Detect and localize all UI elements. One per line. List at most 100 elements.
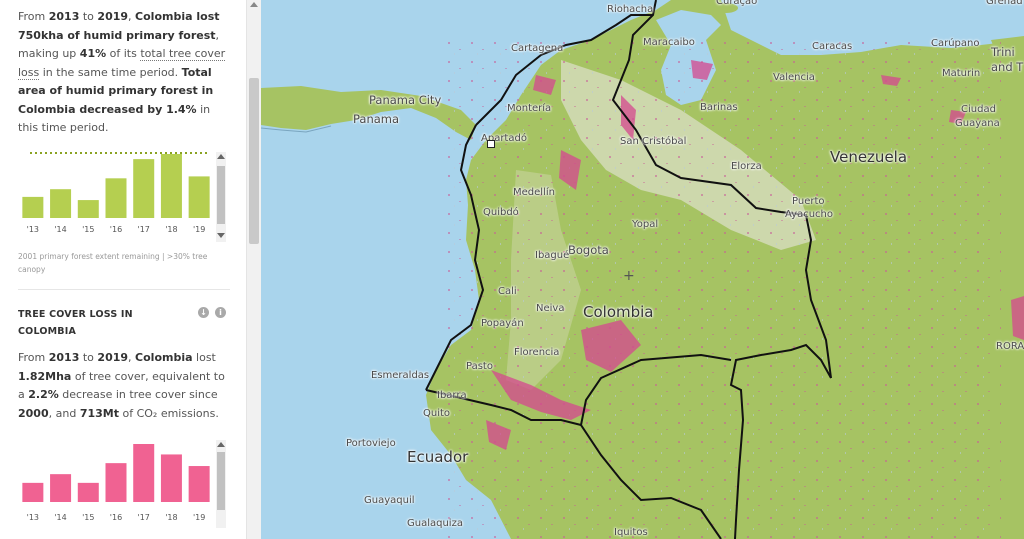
map-label-barinas: Barinas <box>700 102 738 113</box>
map-label-venezuela: Venezuela <box>830 148 908 166</box>
text-fragment: of its <box>106 47 141 60</box>
bar-'18[interactable] <box>160 154 182 218</box>
map-label-neiva: Neiva <box>536 303 565 314</box>
map-label-ciudad: Ciudad <box>961 104 996 115</box>
map-view[interactable]: Riohacha Curaçao Grenad Cartagena Maraca… <box>261 0 1024 539</box>
text-fragment: , making up <box>18 28 220 61</box>
map-label-guayana: Guayana <box>955 118 1000 129</box>
bar-'14[interactable] <box>50 189 72 218</box>
map-label-maturin: Maturin <box>942 68 981 79</box>
bar-'14[interactable] <box>50 474 72 502</box>
map-label-portoviejo: Portoviejo <box>346 438 396 449</box>
info-icon[interactable]: i <box>215 307 226 318</box>
text-fragment: From <box>18 10 49 23</box>
year-end: 2019 <box>97 10 129 23</box>
year-start: 2013 <box>48 351 80 364</box>
chart-scroll-thumb[interactable] <box>217 166 225 224</box>
total-tree-cover-loss-link[interactable]: total tree cover loss <box>18 47 226 80</box>
map-label-medellin: Medellín <box>513 187 555 198</box>
emissions-amount: 713Mt <box>79 406 119 420</box>
map-label-yopal: Yopal <box>632 219 659 230</box>
country-lost: Colombia lost <box>135 10 220 23</box>
primary-forest-loss-chart[interactable]: '13 '14 '15 '16 '17 '18 '19 <box>18 148 228 242</box>
map-label-apartado: Apartadó <box>481 133 527 144</box>
bar-'19[interactable] <box>188 466 210 502</box>
tick-label: '15 <box>82 513 95 522</box>
scroll-up-icon[interactable] <box>250 2 258 7</box>
map-label-maracaibo: Maracaibo <box>643 37 695 48</box>
map-label-quito: Quito <box>423 408 451 419</box>
map-label-florencia: Florencia <box>514 347 560 358</box>
text-fragment: , <box>128 10 136 23</box>
map-label-panama-city: Panama City <box>369 93 442 107</box>
text-fragment: From <box>18 351 49 364</box>
bar-'18[interactable] <box>160 454 182 502</box>
chart-scroll-up-icon[interactable] <box>217 442 225 447</box>
map-label-riohacha: Riohacha <box>607 4 654 15</box>
chart-scroll-down-icon[interactable] <box>217 233 225 238</box>
tree-loss-amount: 1.82Mha <box>18 369 72 383</box>
map-label-iquitos: Iquitos <box>614 527 648 538</box>
tick-label: '16 <box>109 513 123 522</box>
bar-'16[interactable] <box>105 463 127 502</box>
since-year: 2000 <box>18 406 49 420</box>
bar-'19[interactable] <box>188 176 210 218</box>
colombia-ecuador-border <box>425 389 582 426</box>
map-label-colombia: Colombia <box>583 303 654 321</box>
panama-isthmus <box>261 86 476 140</box>
text-fragment: lost <box>192 351 216 364</box>
map-label-curacao: Curaçao <box>716 0 758 7</box>
colombia-coast-north <box>475 14 653 126</box>
country-name: Colombia <box>135 351 193 364</box>
tree-cover-loss-summary: From 2013 to 2019, Colombia lost 1.82Mha… <box>18 349 230 423</box>
map-label-ibarra: Ibarra <box>437 390 467 401</box>
year-start: 2013 <box>48 10 80 23</box>
chart-scroll-thumb[interactable] <box>217 452 225 510</box>
bar-'15[interactable] <box>77 482 99 502</box>
map-label-cartagena: Cartagena <box>511 43 564 54</box>
map-label-quibdo: Quibdó <box>483 207 519 218</box>
tick-label: '14 <box>54 513 67 522</box>
bar-chart-svg <box>22 152 210 218</box>
text-fragment: , <box>128 351 136 364</box>
text-fragment: , and <box>48 406 80 420</box>
map-label-roraima: RORA <box>996 341 1024 352</box>
analysis-panel: From 2013 to 2019, Colombia lost 750kha … <box>0 0 246 539</box>
download-icon[interactable]: ↓ <box>198 307 209 318</box>
tick-label: '18 <box>165 513 178 522</box>
bar-'17[interactable] <box>133 444 155 502</box>
bar-'17[interactable] <box>133 159 155 218</box>
map-label-popayan: Popayán <box>481 318 524 329</box>
colombia-venezuela-border <box>611 0 832 379</box>
bar-'16[interactable] <box>105 178 127 218</box>
chart-footnote: 2001 primary forest extent remaining | >… <box>18 252 208 274</box>
tick-label: '19 <box>192 513 206 522</box>
text-fragment: decrease in tree cover since <box>58 388 218 401</box>
primary-loss-percent: 41% <box>79 47 107 60</box>
map-label-monteria: Montería <box>507 103 552 114</box>
chart-scrollbar[interactable] <box>216 440 226 528</box>
map-label-elorza: Elorza <box>731 161 762 172</box>
x-axis-ticks: '13 '14 '15 '16 '17 '18 '19 <box>18 513 212 525</box>
chart-scroll-up-icon[interactable] <box>217 154 225 159</box>
sidebar-scroll-thumb[interactable] <box>249 78 259 244</box>
crosshair-icon: + <box>623 268 635 284</box>
x-axis-ticks: '13 '14 '15 '16 '17 '18 '19 <box>18 225 212 237</box>
tree-cover-loss-chart[interactable]: '13 '14 '15 '16 '17 '18 '19 <box>18 438 228 528</box>
chart-scrollbar[interactable] <box>216 152 226 242</box>
map-label-puerto: Puerto <box>792 196 825 207</box>
bar-'15[interactable] <box>77 200 99 218</box>
bar-'13[interactable] <box>22 196 44 218</box>
map-label-carupano: Carúpano <box>931 38 980 49</box>
map-label-ecuador: Ecuador <box>407 448 469 466</box>
text-fragment: of tree cover, equivalent to a <box>18 369 225 402</box>
map-label-and-tobago: and T <box>991 60 1024 74</box>
tick-label: '13 <box>26 225 40 234</box>
primary-forest-loss-summary: From 2013 to 2019, Colombia lost 750kha … <box>18 8 230 138</box>
map-label-bogota: Bogota <box>568 243 609 257</box>
map-label-cali: Cali <box>498 286 517 297</box>
sidebar-scrollbar[interactable] <box>246 0 261 539</box>
map-label-gualaquiza: Gualaquiza <box>407 518 463 529</box>
tick-label: '13 <box>26 513 40 522</box>
bar-'13[interactable] <box>22 482 44 502</box>
